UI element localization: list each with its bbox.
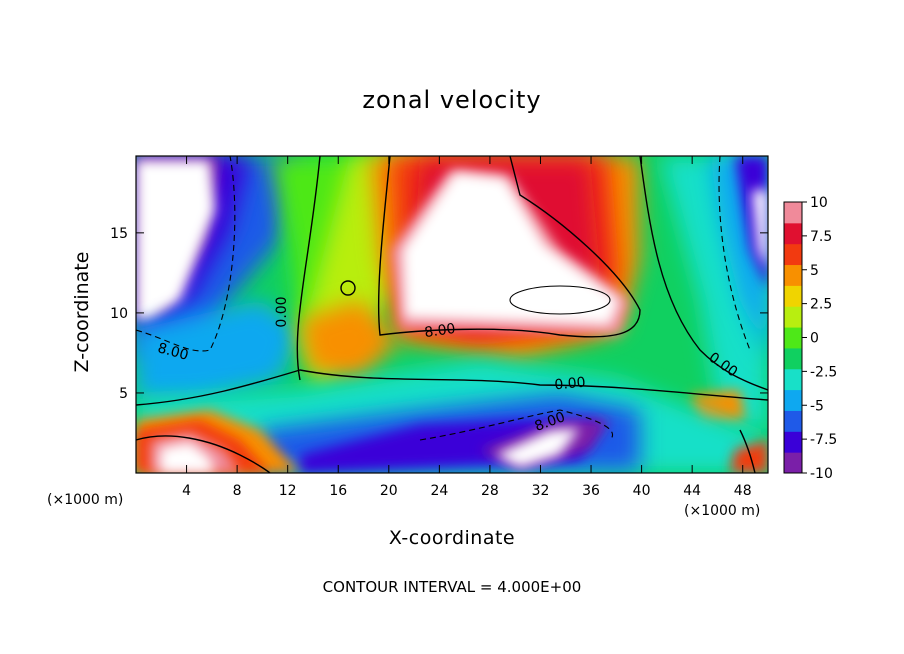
colorbar-swatch — [784, 264, 802, 286]
colorbar-tick-label: 2.5 — [810, 297, 832, 313]
x-axis-unit: (×1000 m) — [684, 503, 761, 519]
x-tick-label: 48 — [734, 483, 752, 499]
colorbar-tick-label: 7.5 — [810, 229, 832, 245]
contour-line — [377, 156, 641, 338]
field-region — [160, 442, 215, 473]
colorbar-tick-label: 5 — [810, 263, 819, 279]
contour-label: 0.00 — [554, 375, 586, 394]
colorbar-swatch — [784, 306, 802, 328]
colorbar-tick-label: 10 — [810, 195, 828, 211]
field-region — [136, 160, 215, 320]
colorbar-tick-label: -10 — [810, 466, 833, 482]
x-tick-label: 44 — [683, 483, 701, 499]
field-region — [495, 428, 580, 468]
colorbar-swatch — [784, 431, 802, 453]
contour-label: 8.00 — [156, 340, 190, 364]
field-region — [752, 190, 768, 270]
colorbar-swatch — [784, 410, 802, 432]
contour-lines — [136, 156, 768, 473]
colorbar-tick-label: -5 — [810, 398, 824, 414]
y-tick-label: 10 — [110, 306, 128, 322]
contour-line — [639, 156, 768, 391]
contour-line — [136, 156, 236, 352]
colorbar-swatch — [784, 285, 802, 307]
field-layers — [136, 156, 768, 473]
x-tick-label: 24 — [430, 483, 448, 499]
x-tick-label: 8 — [233, 483, 242, 499]
contour-line — [739, 429, 756, 473]
contour-label: 0.00 — [274, 296, 290, 327]
field-region — [730, 440, 768, 473]
colorbar-swatch — [784, 368, 802, 391]
field-region — [735, 156, 768, 290]
plot-frame — [135, 155, 769, 474]
x-tick-label: 36 — [582, 483, 600, 499]
x-tick-label: 28 — [481, 483, 499, 499]
contour-line — [136, 369, 768, 406]
field-region — [136, 300, 300, 400]
y-axis-label: Z-coordinate — [71, 251, 93, 373]
colorbar-swatch — [784, 347, 802, 370]
contour-line — [136, 435, 271, 473]
colorbar-swatch — [784, 327, 802, 349]
colorbar-swatch — [784, 222, 802, 245]
x-tick-label: 40 — [633, 483, 651, 499]
y-axis: 5 10 15 — [110, 226, 768, 402]
y-axis-unit: (×1000 m) — [47, 492, 124, 508]
colorbar-tick-label: -7.5 — [810, 432, 837, 448]
x-tick-label: 16 — [329, 483, 347, 499]
field-region — [300, 300, 400, 380]
y-tick-label: 15 — [110, 226, 128, 242]
colorbar-tick-label: -2.5 — [810, 364, 837, 380]
x-tick-label: 20 — [380, 483, 398, 499]
colorbar-swatch — [784, 389, 802, 411]
colorbar-swatch — [784, 202, 802, 224]
contour-interval-note: CONTOUR INTERVAL = 4.000E+00 — [322, 578, 582, 596]
x-axis-label: X-coordinate — [388, 527, 516, 549]
chart-title: zonal velocity — [362, 86, 542, 114]
contour-line — [419, 409, 613, 441]
x-tick-label: 4 — [182, 483, 191, 499]
y-tick-label: 5 — [119, 386, 128, 402]
colorbar: 10 7.5 5 2.5 0 -2.5 -5 -7.5 -10 — [783, 195, 837, 482]
contour-closed — [509, 285, 611, 315]
contour-labels: 8.008.000.000.000.008.00 — [156, 296, 740, 434]
velocity-field — [136, 156, 768, 473]
colorbar-swatch — [784, 452, 802, 474]
field-region — [402, 172, 620, 325]
x-tick-label: 12 — [279, 483, 297, 499]
contour-closed — [340, 280, 356, 296]
x-axis: 4 8 12 16 20 24 28 32 36 40 44 48 — [182, 156, 752, 499]
colorbar-swatch — [784, 243, 802, 266]
contour-label: 8.00 — [423, 321, 456, 341]
contour-line — [296, 156, 321, 381]
colorbar-tick-label: 0 — [810, 331, 819, 347]
x-tick-label: 32 — [532, 483, 550, 499]
